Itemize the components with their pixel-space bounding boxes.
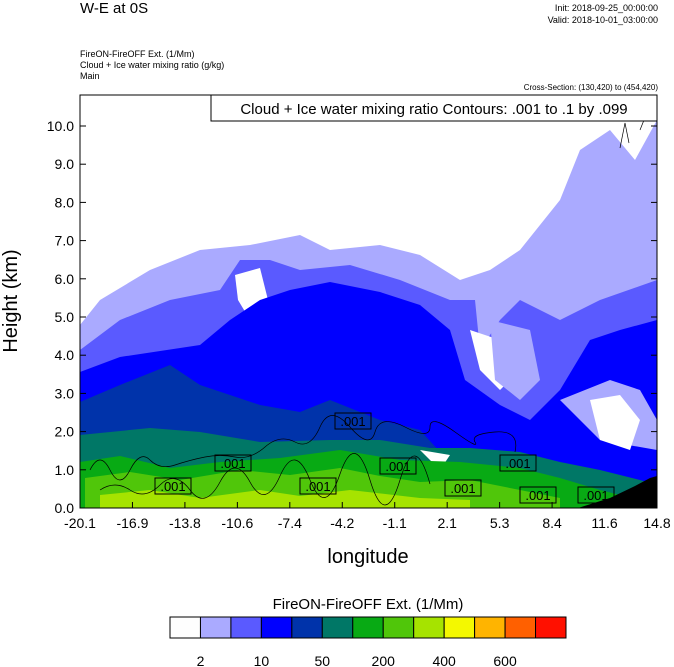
colorbar-label: 50	[315, 653, 331, 667]
y-tick-label: 7.0	[55, 233, 75, 249]
contour-label: .001	[583, 488, 608, 503]
y-tick-label: 5.0	[55, 309, 75, 325]
contour-info-box	[210, 94, 658, 122]
level-a6e300	[100, 490, 470, 508]
colorbar-swatch	[260, 616, 293, 639]
colorbar-swatch	[474, 616, 506, 639]
contour-label-box	[499, 454, 537, 472]
y-tick-label: 1.0	[55, 462, 75, 478]
contour-labels: .001 .001 .001 .001 .001 .001 .001 .001 .001	[154, 412, 615, 504]
x-tick-label: 5.3	[490, 515, 510, 531]
x-tick-label: -4.2	[330, 515, 354, 531]
x-tick-label: 14.8	[643, 515, 670, 531]
contour-label-box	[519, 486, 557, 504]
y-axis: 0.0 1.0 2.0 3.0 4.0 5.0 6.0 7.0 8.0 9.0 10.0	[47, 118, 657, 516]
y-tick-label: 0.0	[55, 500, 75, 516]
contour-label-box	[379, 457, 417, 475]
valid-time: Valid: 2018-10-01_03:00:00	[547, 15, 658, 25]
colorbar-label: 200	[372, 653, 396, 667]
x-tick-label: -20.1	[64, 515, 96, 531]
x-tick-label: 11.6	[591, 515, 617, 531]
colorbar-swatch	[382, 616, 415, 639]
contour-label: .001	[220, 456, 245, 471]
x-tick-label: -1.1	[383, 515, 407, 531]
contour-label-box	[154, 477, 192, 495]
contour-info: Cloud + Ice water mixing ratio Contours:…	[240, 101, 627, 118]
y-tick-label: 10.0	[47, 118, 74, 134]
colorbar-swatch	[352, 616, 384, 639]
x-axis-label: longitude	[327, 546, 408, 568]
terrain	[578, 476, 657, 508]
colorbar-label: 2	[197, 653, 205, 667]
x-tick-label: -16.9	[116, 515, 148, 531]
cross-section-label: Cross-Section: (130,420) to (454,420)	[523, 83, 658, 92]
contour-label: .001	[385, 459, 410, 474]
contour-label: .001	[340, 414, 365, 429]
y-tick-label: 6.0	[55, 271, 75, 287]
colorbar-swatch	[413, 616, 445, 639]
contour-lines	[89, 119, 645, 506]
plot-title: W-E at 0S	[80, 0, 149, 17]
init-time: Init: 2018-09-25_00:00:00	[554, 3, 658, 13]
field-label-3: Main	[80, 71, 100, 81]
contour-label: .001	[505, 456, 530, 471]
x-tick-label: -10.6	[221, 515, 253, 531]
x-tick-label: 8.4	[542, 515, 562, 531]
colorbar-label: 400	[432, 653, 456, 667]
colorbar: 2 10 50 200 400 600	[169, 616, 567, 667]
colorbar-swatch	[321, 616, 354, 639]
contour-label: .001	[160, 479, 185, 494]
colorbar-swatch	[443, 616, 476, 639]
field-label-1: FireON-FireOFF Ext. (1/Mm)	[80, 49, 195, 59]
y-axis-label: Height (km)	[0, 249, 22, 352]
y-tick-label: 2.0	[55, 424, 75, 440]
y-tick-label: 4.0	[55, 347, 75, 363]
contour-label: .001	[450, 481, 475, 496]
y-tick-label: 8.0	[55, 194, 75, 210]
contour-label-box	[334, 412, 372, 430]
colorbar-swatch	[291, 616, 323, 639]
x-tick-label: -7.4	[278, 515, 302, 531]
contour-label-box	[444, 479, 482, 497]
contour-label-box	[214, 454, 252, 472]
y-tick-label: 9.0	[55, 156, 75, 172]
colorbar-swatch	[199, 616, 232, 639]
colorbar-title: FireON-FireOFF Ext. (1/Mm)	[273, 596, 464, 613]
colorbar-label: 600	[493, 653, 517, 667]
colorbar-swatch	[230, 616, 262, 639]
filled-contours	[80, 95, 657, 508]
y-tick-label: 3.0	[55, 385, 75, 401]
x-tick-label: -13.8	[169, 515, 201, 531]
field-label-2: Cloud + Ice water mixing ratio (g/kg)	[80, 60, 225, 70]
colorbar-swatch	[504, 616, 537, 639]
contour-label-box	[577, 486, 615, 504]
contour-label-box	[299, 477, 337, 495]
colorbar-swatch	[535, 616, 567, 639]
x-tick-label: 2.1	[437, 515, 457, 531]
colorbar-swatch	[169, 616, 201, 639]
colorbar-label: 10	[254, 653, 270, 667]
x-axis: -20.1 -16.9 -13.8 -10.6 -7.4 -4.2 -1.1 2.1 5.3 8.…	[64, 502, 671, 531]
contour-label: .001	[525, 488, 550, 503]
contour-label: .001	[305, 479, 330, 494]
